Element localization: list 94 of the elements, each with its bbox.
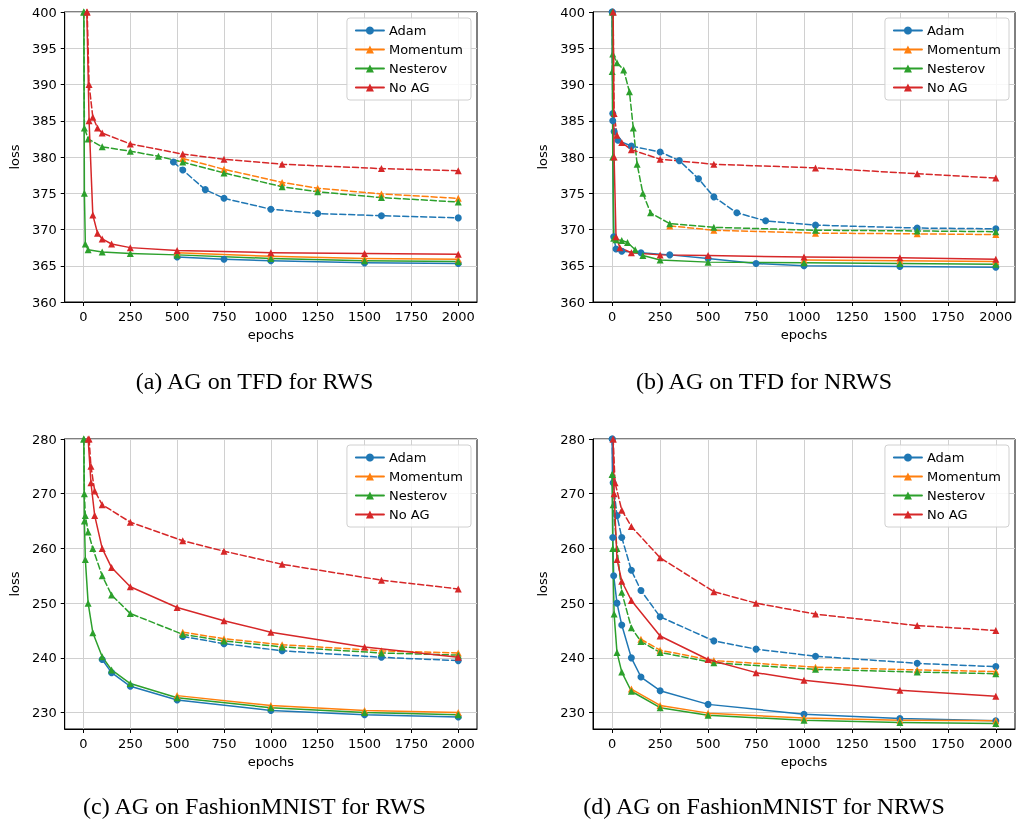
legend-label: Nesterov xyxy=(388,488,448,503)
legend-label: Adam xyxy=(926,23,965,38)
x-tick-label: 1750 xyxy=(394,309,428,324)
y-tick-label: 230 xyxy=(31,705,57,721)
legend-label: Nesterov xyxy=(926,488,986,503)
y-tick-label: 390 xyxy=(560,77,585,92)
y-axis-title: loss xyxy=(7,571,22,597)
y-tick-label: 260 xyxy=(560,540,585,556)
y-tick-label: 360 xyxy=(560,294,585,310)
x-tick-label: 500 xyxy=(164,736,190,751)
y-tick-label: 240 xyxy=(31,650,57,666)
x-tick-label: 2000 xyxy=(979,309,1013,324)
legend-label: Momentum xyxy=(388,42,464,57)
x-axis-title: epochs xyxy=(780,753,828,769)
legend-label: Nesterov xyxy=(926,61,986,76)
legend-label: Momentum xyxy=(388,469,464,484)
x-tick-label: 0 xyxy=(79,736,88,751)
x-tick-label: 1250 xyxy=(301,309,335,324)
y-tick-label: 365 xyxy=(31,258,57,274)
y-tick-label: 385 xyxy=(560,113,585,129)
legend-label: No AG xyxy=(388,507,430,522)
legend-label: Momentum xyxy=(926,469,1002,484)
x-tick-label: 250 xyxy=(117,309,143,324)
x-tick-label: 1750 xyxy=(394,736,428,751)
text: (b) AG on TFD for NRWS xyxy=(635,368,893,394)
x-tick-label: 250 xyxy=(647,736,673,751)
x-tick-label: 1250 xyxy=(835,736,869,751)
y-tick-label: 270 xyxy=(560,486,585,502)
y-tick-label: 375 xyxy=(560,185,585,201)
x-tick-label: 1500 xyxy=(348,309,382,324)
y-tick-label: 385 xyxy=(31,113,57,129)
y-tick-label: 370 xyxy=(560,222,585,237)
text: (a) AG on TFD for RWS xyxy=(135,368,374,394)
legend-label: Nesterov xyxy=(388,61,448,76)
x-tick-label: 1000 xyxy=(254,736,288,751)
y-axis-title: loss xyxy=(535,571,551,597)
legend-label: No AG xyxy=(388,80,430,95)
x-tick-label: 0 xyxy=(608,309,617,324)
text: (d) AG on FashionMNIST for NRWS xyxy=(583,793,945,819)
y-tick-label: 240 xyxy=(560,650,585,666)
x-axis-title: epochs xyxy=(247,753,295,769)
x-tick-label: 1000 xyxy=(787,736,821,751)
y-tick-label: 365 xyxy=(560,258,585,274)
y-tick-label: 400 xyxy=(31,4,57,20)
x-axis-title: epochs xyxy=(247,326,295,342)
y-tick-label: 390 xyxy=(31,77,57,92)
x-tick-label: 1500 xyxy=(348,736,382,751)
y-tick-label: 395 xyxy=(560,40,585,56)
x-tick-label: 750 xyxy=(211,309,237,324)
x-tick-label: 0 xyxy=(608,736,617,751)
text: (c) AG on FashionMNIST for RWS xyxy=(83,793,426,819)
x-tick-label: 500 xyxy=(695,309,721,324)
x-tick-label: 250 xyxy=(117,736,143,751)
x-tick-label: 1500 xyxy=(883,309,917,324)
legend-label: Momentum xyxy=(926,42,1002,57)
y-tick-label: 380 xyxy=(31,149,57,165)
x-tick-label: 1500 xyxy=(883,736,917,751)
legend-label: No AG xyxy=(926,80,968,95)
y-tick-label: 370 xyxy=(31,222,57,237)
legend-label: No AG xyxy=(926,507,968,522)
legend-label: Adam xyxy=(926,450,965,465)
x-tick-label: 1250 xyxy=(301,736,335,751)
x-tick-label: 750 xyxy=(211,736,237,751)
y-axis-title: loss xyxy=(7,144,22,170)
legend-label: Adam xyxy=(388,450,427,465)
y-tick-label: 270 xyxy=(31,486,57,502)
x-tick-label: 0 xyxy=(79,309,88,324)
y-tick-label: 230 xyxy=(560,705,585,721)
x-tick-label: 2000 xyxy=(441,736,475,751)
x-tick-label: 250 xyxy=(647,309,673,324)
y-tick-label: 280 xyxy=(31,431,57,447)
x-tick-label: 2000 xyxy=(979,736,1013,751)
y-tick-label: 250 xyxy=(560,595,585,611)
x-tick-label: 750 xyxy=(743,736,769,751)
x-tick-label: 2000 xyxy=(441,309,475,324)
x-tick-label: 500 xyxy=(695,736,721,751)
x-tick-label: 1750 xyxy=(931,736,965,751)
y-tick-label: 260 xyxy=(31,540,57,556)
x-tick-label: 1750 xyxy=(931,309,965,324)
y-tick-label: 400 xyxy=(560,4,585,20)
y-tick-label: 280 xyxy=(560,431,585,447)
x-tick-label: 750 xyxy=(743,309,769,324)
x-tick-label: 1250 xyxy=(835,309,869,324)
y-tick-label: 380 xyxy=(560,149,585,165)
y-tick-label: 250 xyxy=(31,595,57,611)
x-axis-title: epochs xyxy=(780,326,828,342)
x-tick-label: 1000 xyxy=(787,309,821,324)
legend-label: Adam xyxy=(388,23,427,38)
y-tick-label: 395 xyxy=(31,40,57,56)
y-tick-label: 375 xyxy=(31,185,57,201)
x-tick-label: 1000 xyxy=(254,309,288,324)
x-tick-label: 500 xyxy=(164,309,190,324)
y-axis-title: loss xyxy=(535,144,551,170)
y-tick-label: 360 xyxy=(31,294,57,310)
